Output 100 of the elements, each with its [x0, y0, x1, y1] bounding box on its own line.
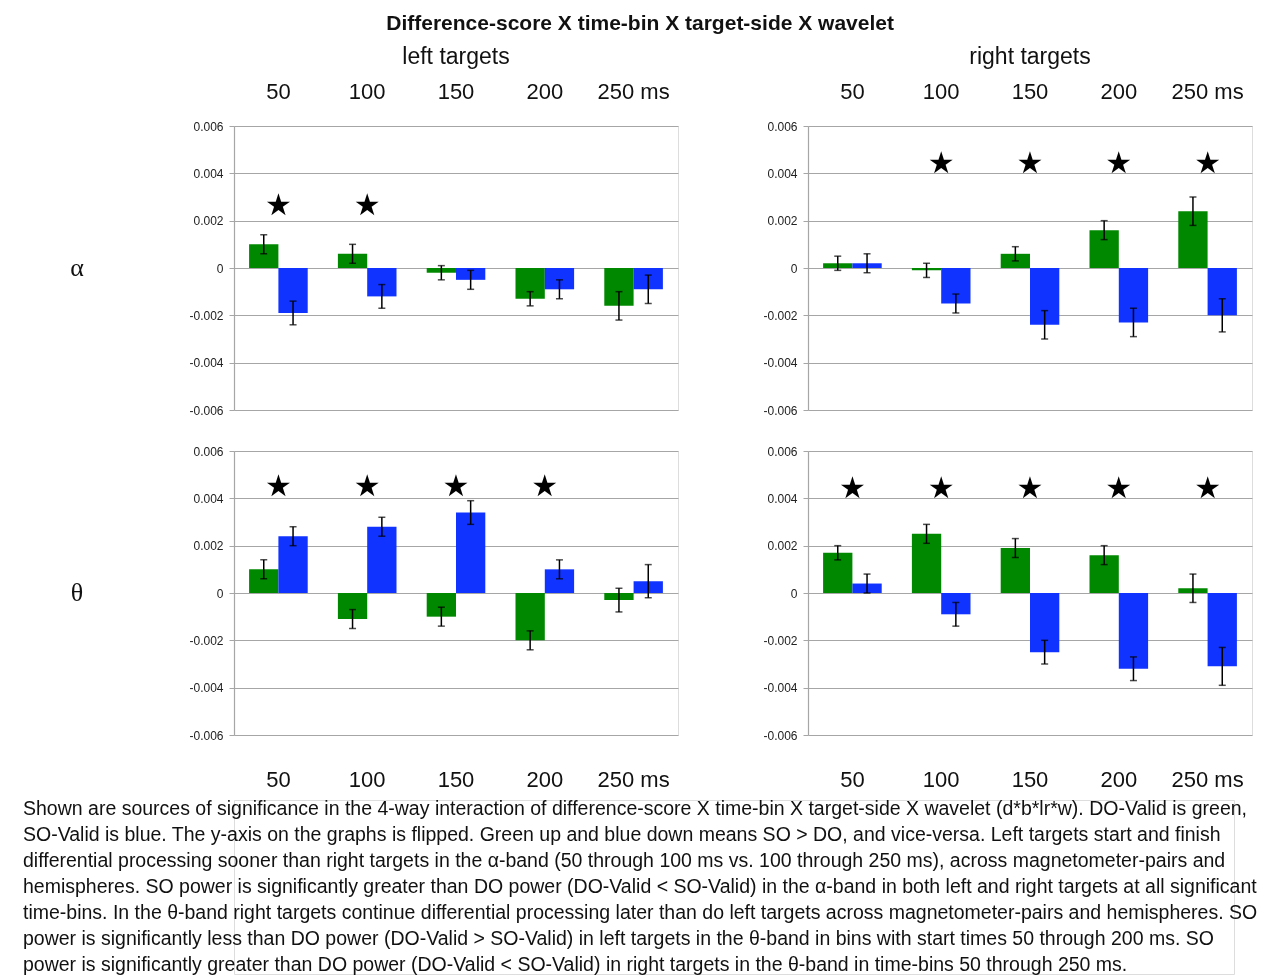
- y-tick-label: 0.006: [193, 119, 224, 134]
- text: Shown are sources of significance in the 4-way interaction of difference-score X time-bin X target-side X wavelet (d*b*lr*w). DO-Valid is green, SO-Valid is blue. The y-axis on the graphs is flipped. Green up and blue down means SO > DO, and vice-versa. Left targets start and finish differential processing sooner than right targets in the α-band (50 through 100 ms vs. 100 through 250 ms), across magnetometer-pairs and hemispheres. SO power is significantly greater than DO power (DO-Valid < SO-Valid) in the α-band in both left and right targets at all significant time-bins. In the θ-band right targets continue differential processing later than do left targets across magnetometer-pairs and hemispheres. SO power is significantly less than DO power (DO-Valid > SO-Valid) in left targets in the θ-band in bins with start times 50 through 200 ms. SO power is significantly greater than DO power (DO-Valid < SO-Valid) in right targets in the θ-band in time-bins 50 through 250 ms.: [23, 797, 1258, 975]
- x-tick-label: 150: [437, 78, 475, 104]
- y-tick-label: 0.006: [767, 444, 798, 459]
- bar: [1178, 211, 1208, 268]
- bar: [337, 253, 368, 268]
- y-tick-label: 0: [790, 261, 798, 276]
- bar: [249, 569, 279, 593]
- bar: [604, 268, 634, 306]
- bar: [278, 268, 308, 313]
- y-axis-title: θ: [70, 578, 84, 607]
- annotation: ★: [927, 469, 955, 505]
- chart-title: right targets: [969, 43, 1091, 69]
- text: Difference-score X time-bin X target-side X wavelet: [386, 10, 894, 34]
- y-tick-label: -0.004: [763, 681, 798, 696]
- y-tick-label: 0.002: [767, 214, 798, 229]
- x-tick-label: 200: [526, 766, 564, 792]
- y-tick-label: 0.002: [767, 539, 798, 554]
- annotation: ★: [264, 467, 292, 503]
- bar: [941, 593, 971, 615]
- bar: [1030, 268, 1060, 325]
- bar: [278, 536, 308, 593]
- bar: [1178, 588, 1208, 593]
- bar: [1000, 253, 1030, 268]
- annotation: ★: [353, 467, 381, 503]
- bar: [1207, 593, 1237, 667]
- x-tick-label: 100: [348, 766, 386, 792]
- y-tick-label: 0: [216, 586, 224, 601]
- x-tick-label: 100: [922, 78, 960, 104]
- annotation: ★: [1016, 144, 1044, 180]
- bar: [515, 268, 545, 299]
- bar: [1207, 268, 1237, 316]
- y-tick-label: 0.004: [193, 491, 224, 506]
- bar: [249, 244, 279, 268]
- x-tick-label: 50: [840, 766, 865, 792]
- bar: [633, 268, 663, 290]
- annotation: ★: [838, 469, 866, 505]
- bar: [1089, 230, 1119, 268]
- annotation: ★: [442, 467, 470, 503]
- annotation: ★: [1105, 144, 1133, 180]
- y-tick-label: 0.006: [767, 119, 798, 134]
- bar: [1118, 268, 1149, 323]
- x-tick-label: 250 ms: [597, 78, 670, 104]
- bar: [633, 581, 663, 593]
- bar: [1118, 593, 1149, 669]
- y-tick-label: -0.002: [763, 633, 798, 648]
- y-tick-label: 0.002: [193, 539, 224, 554]
- bar: [823, 263, 853, 268]
- bar: [367, 526, 397, 593]
- annotation: ★: [1016, 469, 1044, 505]
- x-tick-label: 50: [266, 78, 291, 104]
- x-tick-label: 250 ms: [1171, 78, 1244, 104]
- y-tick-label: 0.004: [767, 166, 798, 181]
- x-tick-label: 150: [1011, 766, 1049, 792]
- y-tick-label: 0: [216, 261, 224, 276]
- annotation: ★: [264, 187, 292, 223]
- x-tick-label: 100: [922, 766, 960, 792]
- bar: [456, 268, 486, 280]
- y-tick-label: -0.006: [189, 728, 224, 743]
- y-axis-title: α: [70, 253, 85, 282]
- x-tick-label: 150: [437, 766, 475, 792]
- y-tick-label: -0.002: [763, 308, 798, 323]
- annotation: ★: [1194, 144, 1222, 180]
- y-tick-label: -0.002: [189, 633, 224, 648]
- y-tick-label: -0.002: [189, 308, 224, 323]
- bar: [604, 593, 634, 601]
- x-tick-label: 200: [1100, 78, 1138, 104]
- bar: [1030, 593, 1060, 653]
- annotation: ★: [927, 144, 955, 180]
- y-tick-label: -0.004: [763, 356, 798, 371]
- bar: [426, 268, 456, 273]
- y-tick-label: 0.006: [193, 444, 224, 459]
- x-tick-label: 250 ms: [597, 766, 670, 792]
- x-tick-label: 250 ms: [1171, 766, 1244, 792]
- y-tick-label: -0.006: [763, 403, 798, 418]
- bar: [456, 512, 486, 593]
- y-tick-label: 0: [790, 586, 798, 601]
- chart-title: left targets: [402, 43, 510, 69]
- x-tick-label: 200: [526, 78, 564, 104]
- bar: [1000, 548, 1030, 593]
- bar: [911, 533, 942, 593]
- annotation: ★: [353, 187, 381, 223]
- x-tick-label: 100: [348, 78, 386, 104]
- bar: [823, 552, 853, 593]
- bar: [1089, 555, 1119, 593]
- x-tick-label: 200: [1100, 766, 1138, 792]
- y-tick-label: 0.002: [193, 214, 224, 229]
- y-tick-label: -0.006: [763, 728, 798, 743]
- x-tick-label: 150: [1011, 78, 1049, 104]
- y-tick-label: -0.004: [189, 356, 224, 371]
- bar: [426, 593, 456, 617]
- y-tick-label: -0.006: [189, 403, 224, 418]
- bar: [852, 263, 882, 268]
- y-tick-label: 0.004: [193, 166, 224, 181]
- bar: [544, 569, 575, 593]
- bar: [337, 593, 368, 620]
- annotation: ★: [531, 467, 559, 503]
- bar: [941, 268, 971, 304]
- annotation: ★: [1194, 469, 1222, 505]
- y-tick-label: -0.004: [189, 681, 224, 696]
